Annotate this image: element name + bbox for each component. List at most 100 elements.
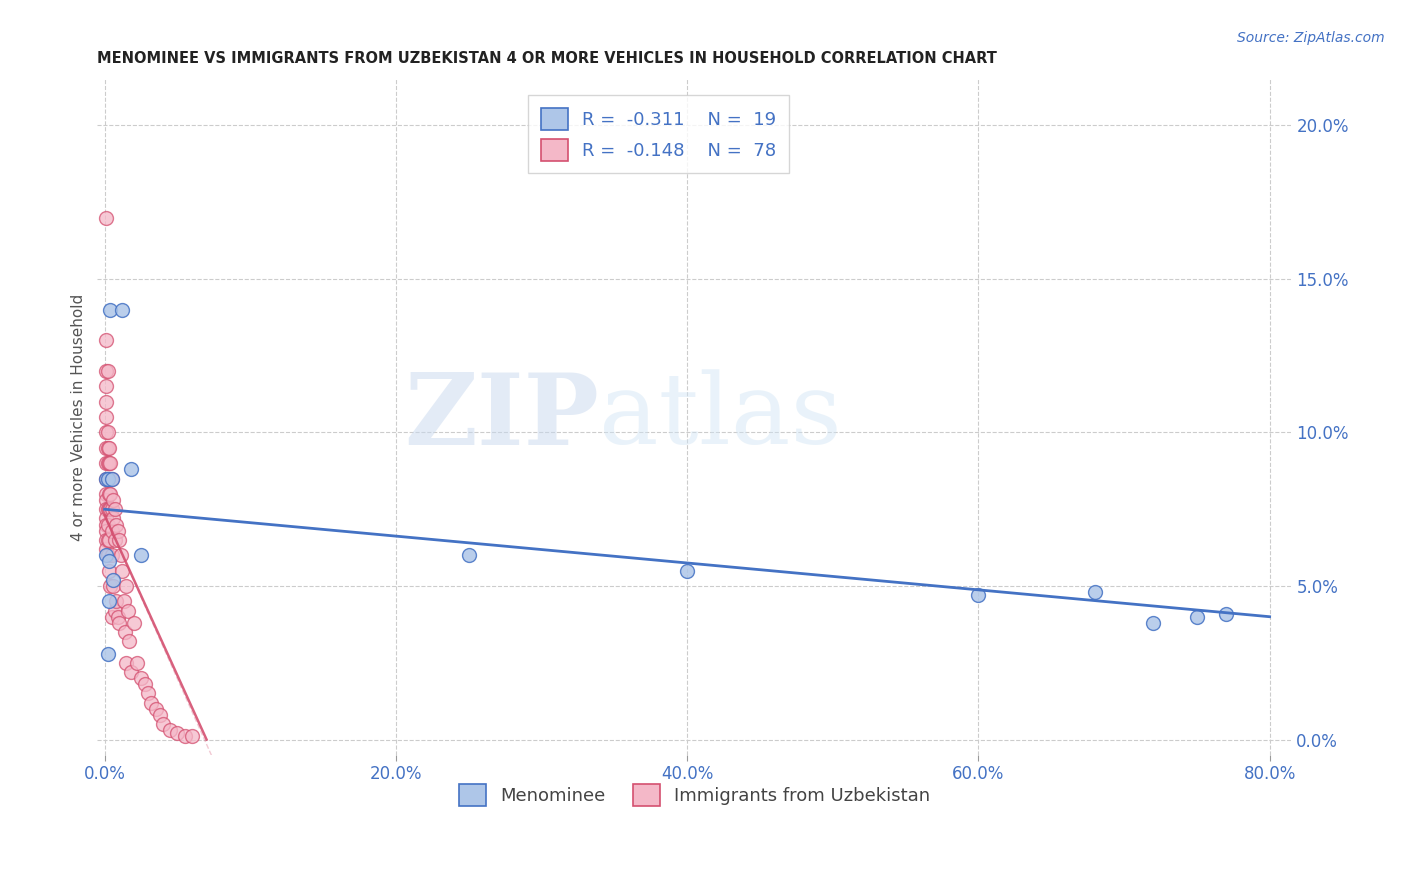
Point bbox=[114, 625, 136, 640]
Point bbox=[94, 549, 117, 563]
Point bbox=[98, 441, 121, 455]
Point bbox=[111, 302, 134, 317]
Point bbox=[125, 656, 148, 670]
Point bbox=[98, 594, 121, 608]
Point bbox=[104, 604, 127, 618]
Point bbox=[94, 394, 117, 409]
Point bbox=[103, 511, 125, 525]
Point bbox=[1215, 607, 1237, 621]
Point bbox=[134, 677, 156, 691]
Point bbox=[98, 456, 121, 470]
Point bbox=[136, 686, 159, 700]
Point bbox=[105, 517, 128, 532]
Point bbox=[120, 462, 142, 476]
Point bbox=[101, 502, 124, 516]
Point bbox=[94, 379, 117, 393]
Point bbox=[94, 511, 117, 525]
Text: Source: ZipAtlas.com: Source: ZipAtlas.com bbox=[1237, 31, 1385, 45]
Point bbox=[108, 615, 131, 630]
Point bbox=[96, 502, 118, 516]
Point bbox=[101, 549, 124, 563]
Point bbox=[98, 564, 121, 578]
Point bbox=[96, 471, 118, 485]
Point bbox=[101, 471, 124, 485]
Point bbox=[100, 456, 122, 470]
Point bbox=[111, 564, 134, 578]
Point bbox=[118, 634, 141, 648]
Point bbox=[100, 579, 122, 593]
Point bbox=[122, 615, 145, 630]
Point bbox=[101, 609, 124, 624]
Point bbox=[967, 588, 990, 602]
Point bbox=[129, 671, 152, 685]
Point bbox=[94, 542, 117, 557]
Point bbox=[96, 441, 118, 455]
Point bbox=[149, 708, 172, 723]
Point bbox=[100, 471, 122, 485]
Point bbox=[117, 604, 139, 618]
Point bbox=[98, 487, 121, 501]
Point bbox=[94, 487, 117, 501]
Point bbox=[100, 487, 122, 501]
Point bbox=[94, 524, 117, 538]
Point bbox=[94, 533, 117, 547]
Point bbox=[166, 726, 188, 740]
Point bbox=[94, 334, 117, 348]
Point bbox=[94, 456, 117, 470]
Point bbox=[1142, 615, 1164, 630]
Y-axis label: 4 or more Vehicles in Household: 4 or more Vehicles in Household bbox=[72, 293, 86, 541]
Point bbox=[94, 211, 117, 225]
Point bbox=[94, 441, 117, 455]
Point bbox=[145, 702, 167, 716]
Point bbox=[173, 730, 195, 744]
Point bbox=[100, 502, 122, 516]
Point bbox=[98, 554, 121, 568]
Point bbox=[676, 564, 699, 578]
Text: ZIP: ZIP bbox=[404, 368, 599, 466]
Point bbox=[152, 717, 174, 731]
Point bbox=[1185, 609, 1208, 624]
Point bbox=[105, 594, 128, 608]
Point bbox=[94, 493, 117, 508]
Point bbox=[115, 656, 138, 670]
Point bbox=[94, 410, 117, 425]
Point bbox=[96, 456, 118, 470]
Point bbox=[110, 549, 132, 563]
Point bbox=[120, 665, 142, 679]
Point bbox=[141, 696, 163, 710]
Point bbox=[101, 524, 124, 538]
Point bbox=[96, 364, 118, 378]
Point bbox=[103, 573, 125, 587]
Point bbox=[96, 517, 118, 532]
Point bbox=[94, 364, 117, 378]
Point bbox=[159, 723, 181, 738]
Point bbox=[1084, 585, 1107, 599]
Point bbox=[96, 533, 118, 547]
Point bbox=[96, 471, 118, 485]
Legend: Menominee, Immigrants from Uzbekistan: Menominee, Immigrants from Uzbekistan bbox=[451, 777, 938, 814]
Point bbox=[100, 302, 122, 317]
Point bbox=[107, 609, 129, 624]
Point bbox=[94, 517, 117, 532]
Point bbox=[96, 647, 118, 661]
Point bbox=[98, 471, 121, 485]
Point bbox=[98, 533, 121, 547]
Point bbox=[96, 549, 118, 563]
Point bbox=[115, 579, 138, 593]
Point bbox=[129, 549, 152, 563]
Point bbox=[104, 533, 127, 547]
Point bbox=[112, 594, 135, 608]
Text: atlas: atlas bbox=[599, 369, 842, 465]
Point bbox=[94, 471, 117, 485]
Text: MENOMINEE VS IMMIGRANTS FROM UZBEKISTAN 4 OR MORE VEHICLES IN HOUSEHOLD CORRELAT: MENOMINEE VS IMMIGRANTS FROM UZBEKISTAN … bbox=[97, 51, 997, 66]
Point bbox=[103, 493, 125, 508]
Point bbox=[101, 471, 124, 485]
Point bbox=[107, 524, 129, 538]
Point bbox=[94, 425, 117, 440]
Point bbox=[103, 579, 125, 593]
Point bbox=[457, 549, 479, 563]
Point bbox=[108, 533, 131, 547]
Point bbox=[94, 502, 117, 516]
Point bbox=[98, 502, 121, 516]
Point bbox=[94, 471, 117, 485]
